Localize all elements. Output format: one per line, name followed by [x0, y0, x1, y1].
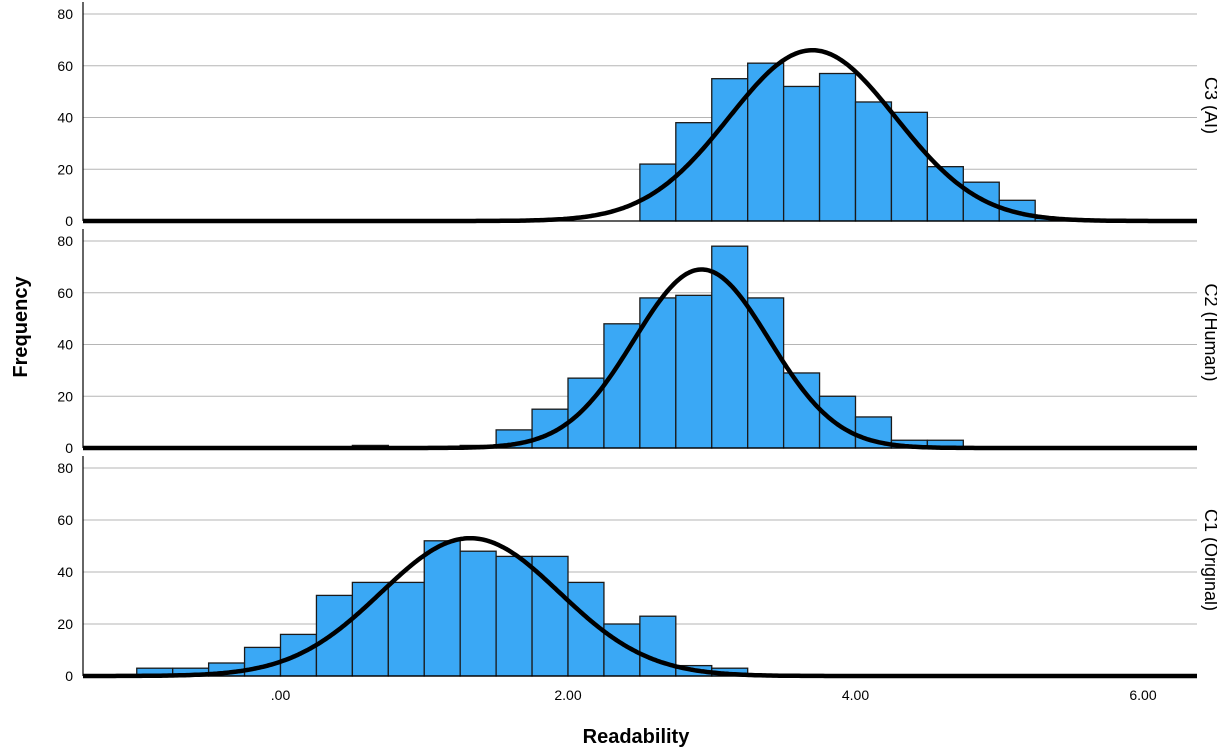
- histogram-bar: [747, 297, 785, 449]
- panel-3: 0 20 40 60 80 C1 (Original): [57, 456, 1217, 684]
- y-tick-label: 0: [65, 213, 73, 229]
- y-tick-label: 20: [57, 388, 73, 404]
- panel-2: 0 20 40 60 80 C2 (Human): [57, 229, 1217, 456]
- y-tick-label: 40: [57, 564, 73, 580]
- panel-1: 0 20 40 60 80 C3 (AI): [57, 2, 1217, 229]
- panels: 0 20 40 60 80 C3 (AI) 0 20 40 60 80 C2 (Human) 0 20 40…: [57, 2, 1217, 684]
- bars: [136, 540, 749, 677]
- x-axis: .00 2.00 4.00 6.00: [271, 687, 1157, 703]
- y-tick-label: 60: [57, 58, 73, 74]
- histogram-bar: [351, 581, 389, 677]
- histogram-bar: [854, 101, 893, 222]
- histogram-bar: [495, 555, 533, 677]
- x-tick-label: .00: [271, 687, 291, 703]
- bars: [639, 62, 1072, 222]
- y-axis-title: Frequency: [10, 276, 32, 378]
- bars: [351, 245, 964, 449]
- y-tick-label: 20: [57, 161, 73, 177]
- y-tick-label: 60: [57, 285, 73, 301]
- panel-label: C1 (Original): [1201, 509, 1217, 611]
- histogram-bar: [567, 377, 605, 449]
- histogram-bar: [315, 594, 354, 677]
- x-tick-label: 4.00: [842, 687, 869, 703]
- histogram-bar: [387, 581, 425, 677]
- y-tick-label: 80: [57, 233, 73, 249]
- panel-label: C3 (AI): [1201, 77, 1217, 134]
- x-axis-title: Readability: [583, 726, 691, 748]
- histogram-bar: [675, 294, 713, 449]
- histogram-bar: [711, 245, 749, 449]
- histogram-bar: [818, 72, 857, 222]
- histogram-bar: [890, 111, 929, 222]
- x-tick-label: 2.00: [554, 687, 581, 703]
- y-tick-label: 0: [65, 440, 73, 456]
- y-tick-label: 20: [57, 616, 73, 632]
- y-tick-label: 40: [57, 337, 73, 353]
- histogram-bar: [459, 550, 497, 677]
- histogram-bar: [782, 372, 821, 449]
- y-tick-label: 60: [57, 512, 73, 528]
- y-tick-label: 0: [65, 668, 73, 684]
- y-tick-label: 40: [57, 110, 73, 126]
- y-tick-label: 80: [57, 6, 73, 22]
- x-tick-label: 6.00: [1129, 687, 1156, 703]
- histogram-bar: [423, 540, 461, 677]
- histogram-bar: [782, 85, 821, 222]
- y-tick-label: 80: [57, 460, 73, 476]
- panel-label: C2 (Human): [1201, 283, 1217, 381]
